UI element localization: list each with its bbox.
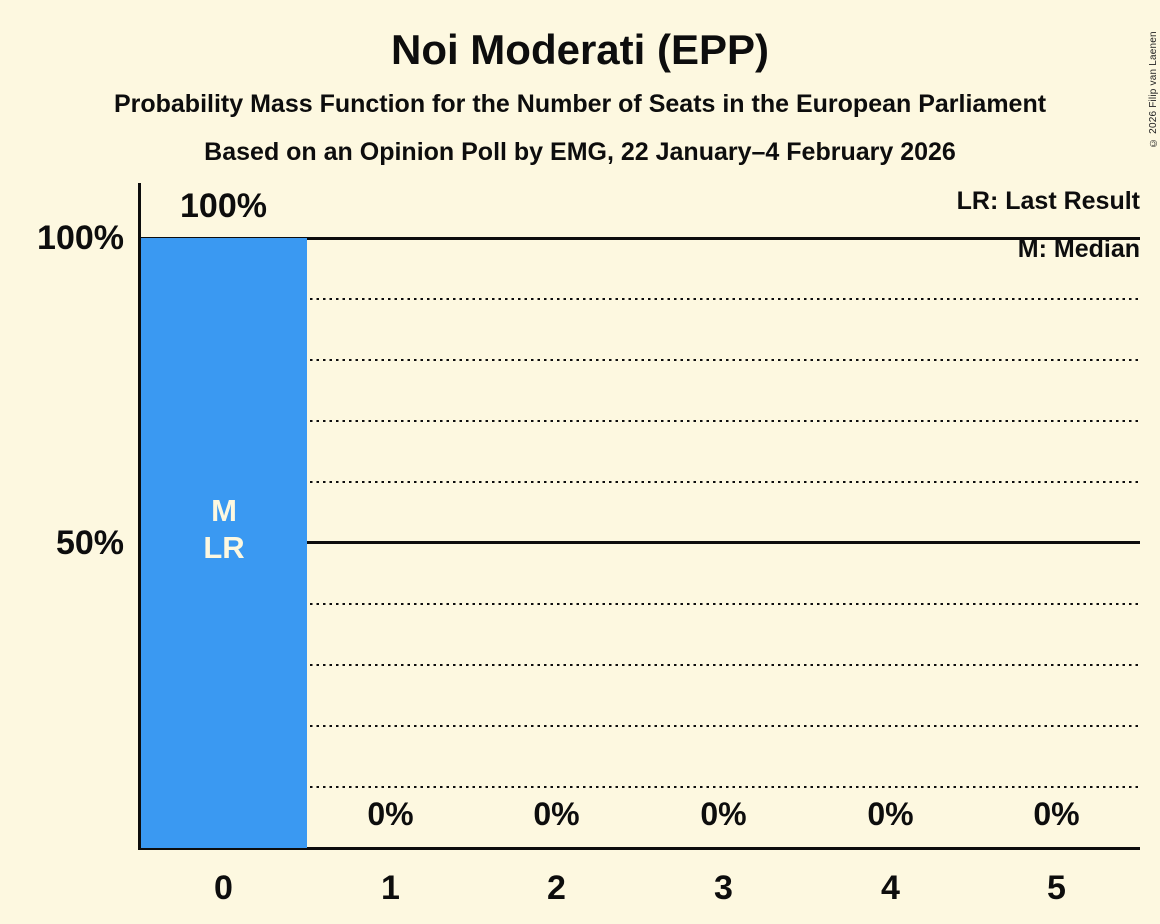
gridline-50pct-solid bbox=[141, 541, 1140, 544]
bar-value-label-5: 0% bbox=[1033, 796, 1080, 832]
bar-annotation-median-lastresult: M LR bbox=[141, 492, 307, 566]
chart-subtitle: Probability Mass Function for the Number… bbox=[113, 90, 1047, 118]
gridline-20pct bbox=[141, 725, 1140, 727]
chart-poll-source: Based on an Opinion Poll by EMG, 22 Janu… bbox=[204, 138, 956, 166]
bar-value-label-4: 0% bbox=[867, 796, 914, 832]
gridline-40pct bbox=[141, 603, 1140, 605]
gridline-90pct bbox=[141, 298, 1140, 300]
copyright-text: © 2026 Filip van Laenen bbox=[1148, 31, 1159, 148]
gridline-80pct bbox=[141, 359, 1140, 361]
x-tick-label-3: 3 bbox=[714, 869, 733, 907]
last-result-marker-label: LR bbox=[203, 530, 245, 565]
bar-value-label-2: 0% bbox=[533, 796, 580, 832]
x-tick-label-5: 5 bbox=[1047, 869, 1066, 907]
bar-value-label-1: 0% bbox=[367, 796, 414, 832]
y-axis-line bbox=[138, 183, 141, 850]
median-marker-label: M bbox=[211, 493, 237, 528]
x-tick-label-4: 4 bbox=[881, 869, 900, 907]
legend-median: M: Median bbox=[1017, 235, 1140, 263]
page-title: Noi Moderati (EPP) bbox=[390, 26, 770, 73]
gridline-30pct bbox=[141, 664, 1140, 666]
gridline-70pct bbox=[141, 420, 1140, 422]
bar-value-label-3: 0% bbox=[700, 796, 747, 832]
bar-seats-0 bbox=[141, 238, 307, 848]
bar-value-label-0: 100% bbox=[180, 187, 267, 225]
x-axis-line bbox=[138, 847, 1140, 850]
x-tick-label-0: 0 bbox=[214, 869, 233, 907]
gridline-10pct bbox=[141, 786, 1140, 788]
gridline-100pct-solid bbox=[141, 237, 1140, 240]
x-tick-label-2: 2 bbox=[547, 869, 566, 907]
legend-last-result: LR: Last Result bbox=[956, 187, 1140, 215]
gridline-60pct bbox=[141, 481, 1140, 483]
x-tick-label-1: 1 bbox=[381, 869, 400, 907]
y-tick-label-50: 50% bbox=[55, 524, 124, 562]
y-tick-label-100: 100% bbox=[37, 219, 124, 257]
